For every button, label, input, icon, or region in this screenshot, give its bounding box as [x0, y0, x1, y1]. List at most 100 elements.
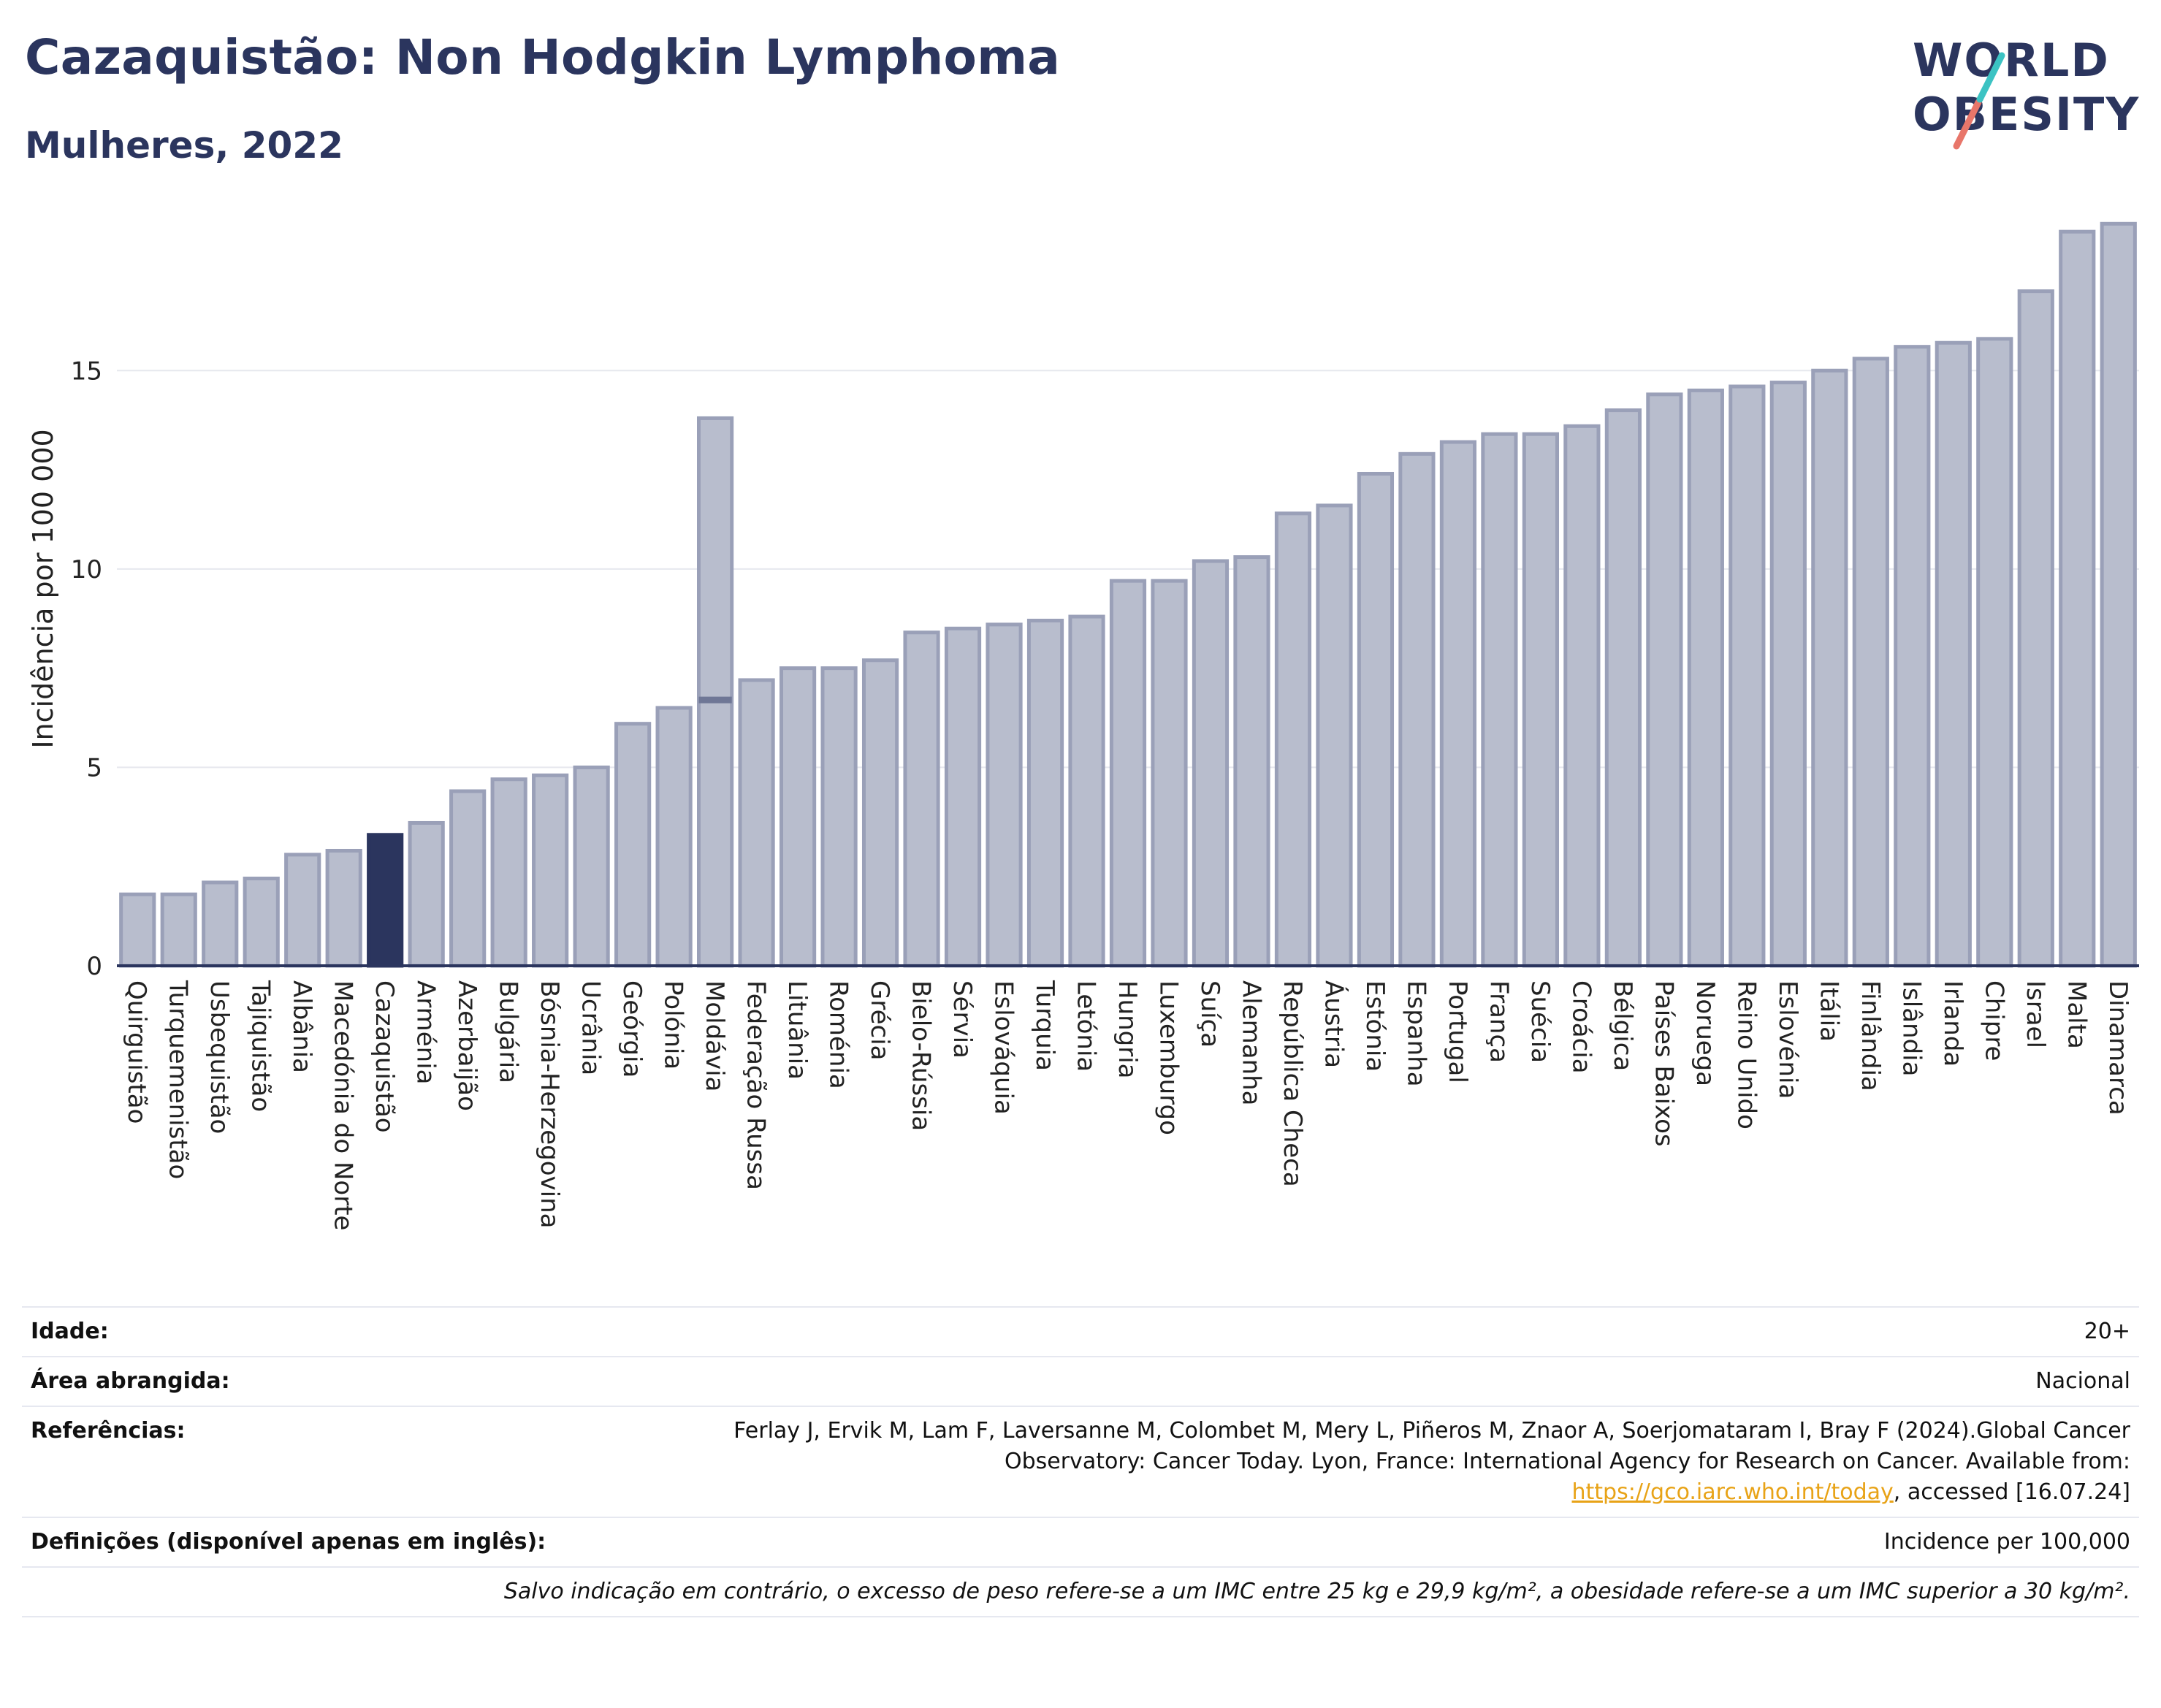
- bar: [1769, 381, 1807, 968]
- y-tick-label: 5: [86, 753, 102, 782]
- x-tick-label: Tajiquistão: [246, 980, 275, 1112]
- x-tick-label: Albânia: [287, 980, 316, 1073]
- bar: [367, 833, 404, 968]
- x-tick-label: Bielo-Rússia: [907, 980, 936, 1131]
- bar: [986, 622, 1023, 968]
- bar: [2017, 289, 2054, 968]
- bar: [1398, 451, 1436, 968]
- x-tick-label: Reino Unido: [1731, 980, 1761, 1129]
- info-row-definitions: Definições (disponível apenas em inglês)…: [22, 1517, 2139, 1568]
- bar: [1522, 432, 1559, 968]
- x-tick-label: Suíça: [1195, 980, 1224, 1048]
- x-tick-label: Roménia: [824, 980, 853, 1089]
- x-tick-label: República Checa: [1278, 980, 1307, 1187]
- x-tick-label: Bósnia-Herzegovina: [535, 980, 564, 1229]
- x-tick-label: Eslovénia: [1773, 980, 1802, 1099]
- y-tick-label: 15: [71, 357, 102, 386]
- x-tick-label: Islândia: [1897, 980, 1926, 1076]
- x-tick-label: Finlândia: [1856, 980, 1885, 1091]
- reference-link[interactable]: https://gco.iarc.who.int/today: [1571, 1479, 1894, 1505]
- x-tick-label: Quirguistão: [122, 980, 151, 1124]
- info-table: Idade: 20+ Área abrangida: Nacional Refe…: [22, 1306, 2139, 1617]
- x-tick-label: Arménia: [411, 980, 441, 1085]
- info-row-area: Área abrangida: Nacional: [22, 1357, 2139, 1407]
- bar: [903, 630, 940, 968]
- x-tick-label: Malta: [2062, 980, 2091, 1049]
- bar: [1151, 579, 1188, 968]
- x-tick-label: Cazaquistão: [370, 980, 399, 1133]
- bar: [1274, 511, 1312, 968]
- info-value: 20+: [697, 1306, 2139, 1357]
- x-tick-label: Turquia: [1030, 980, 1059, 1071]
- bar: [2100, 221, 2137, 968]
- x-tick-label: Dinamarca: [2103, 980, 2133, 1116]
- x-tick-label: Lituânia: [782, 980, 812, 1080]
- x-tick-label: Eslováquia: [989, 980, 1018, 1115]
- y-tick-label: 0: [86, 952, 102, 981]
- logo-line1: WORLD: [1913, 34, 2110, 87]
- footnote: Salvo indicação em contrário, o excesso …: [22, 1567, 2139, 1617]
- x-tick-label: Grécia: [865, 980, 894, 1060]
- x-tick-label: Chipre: [1979, 980, 2008, 1061]
- bar: [1687, 388, 1724, 968]
- bar: [1026, 618, 1064, 968]
- logo-line2: OBESITY: [1913, 88, 2141, 141]
- world-obesity-logo: WORLD OBESITY: [1899, 29, 2148, 153]
- bar: [1646, 392, 1683, 968]
- x-tick-label: França: [1484, 980, 1513, 1063]
- bar: [160, 892, 197, 968]
- bar: [449, 789, 487, 968]
- info-row-references: Referências: Ferlay J, Ervik M, Lam F, L…: [22, 1406, 2139, 1518]
- info-row-age: Idade: 20+: [22, 1306, 2139, 1357]
- bar: [1811, 368, 1848, 968]
- x-tick-label: Letónia: [1072, 980, 1101, 1072]
- bar: [243, 877, 280, 968]
- info-value: Nacional: [697, 1357, 2139, 1407]
- x-tick-label: Croácia: [1566, 980, 1596, 1074]
- chart-subtitle: Mulheres, 2022: [25, 124, 343, 167]
- bar: [1563, 424, 1601, 968]
- x-tick-label: Geórgia: [617, 980, 647, 1078]
- bar: [1935, 340, 1972, 968]
- x-tick-label: Estónia: [1360, 980, 1390, 1072]
- info-value: Ferlay J, Ervik M, Lam F, Laversanne M, …: [697, 1406, 2139, 1518]
- x-tick-label: Macedónia do Norte: [329, 980, 358, 1230]
- x-tick-label: Sérvia: [948, 980, 977, 1059]
- bar: [655, 706, 693, 968]
- x-tick-label: Países Baixos: [1649, 980, 1678, 1147]
- y-axis-label: Incidência por 100 000: [27, 429, 59, 748]
- bar: [1357, 471, 1395, 968]
- x-tick-label: Espanha: [1401, 980, 1430, 1087]
- bar: [1894, 345, 1931, 968]
- y-tick-label: 10: [71, 555, 102, 584]
- x-tick-label: Noruega: [1691, 980, 1720, 1086]
- bar: [1192, 559, 1230, 968]
- bar: [408, 820, 445, 968]
- bar: [573, 765, 610, 968]
- bar: [697, 416, 734, 968]
- bar: [1729, 384, 1766, 968]
- x-tick-label: Azerbaijão: [452, 980, 481, 1111]
- bar: [325, 848, 362, 968]
- info-key: Definições (disponível apenas em inglês)…: [22, 1517, 697, 1568]
- x-tick-label: Luxemburgo: [1154, 980, 1183, 1135]
- x-tick-label: Polónia: [659, 980, 688, 1070]
- x-tick-label: Moldávia: [700, 980, 729, 1091]
- bar: [1604, 408, 1642, 968]
- x-tick-label: Ucrânia: [576, 980, 606, 1075]
- info-key: Área abrangida:: [22, 1357, 697, 1407]
- bar: [738, 678, 775, 968]
- x-tick-label: Irlanda: [1938, 980, 1967, 1067]
- bar: [532, 773, 569, 968]
- bar: [284, 853, 321, 968]
- info-value: Incidence per 100,000: [697, 1517, 2139, 1568]
- x-tick-label: Usbequistão: [205, 980, 234, 1134]
- bar: [1976, 337, 2013, 968]
- x-tick-label: Itália: [1814, 980, 1843, 1042]
- x-tick-label: Hungria: [1113, 980, 1142, 1079]
- bar: [944, 626, 982, 968]
- info-row-note: Salvo indicação em contrário, o excesso …: [22, 1567, 2139, 1617]
- bar: [820, 666, 858, 968]
- chart-title: Cazaquistão: Non Hodgkin Lymphoma: [25, 29, 1061, 85]
- bar: [1852, 357, 1889, 968]
